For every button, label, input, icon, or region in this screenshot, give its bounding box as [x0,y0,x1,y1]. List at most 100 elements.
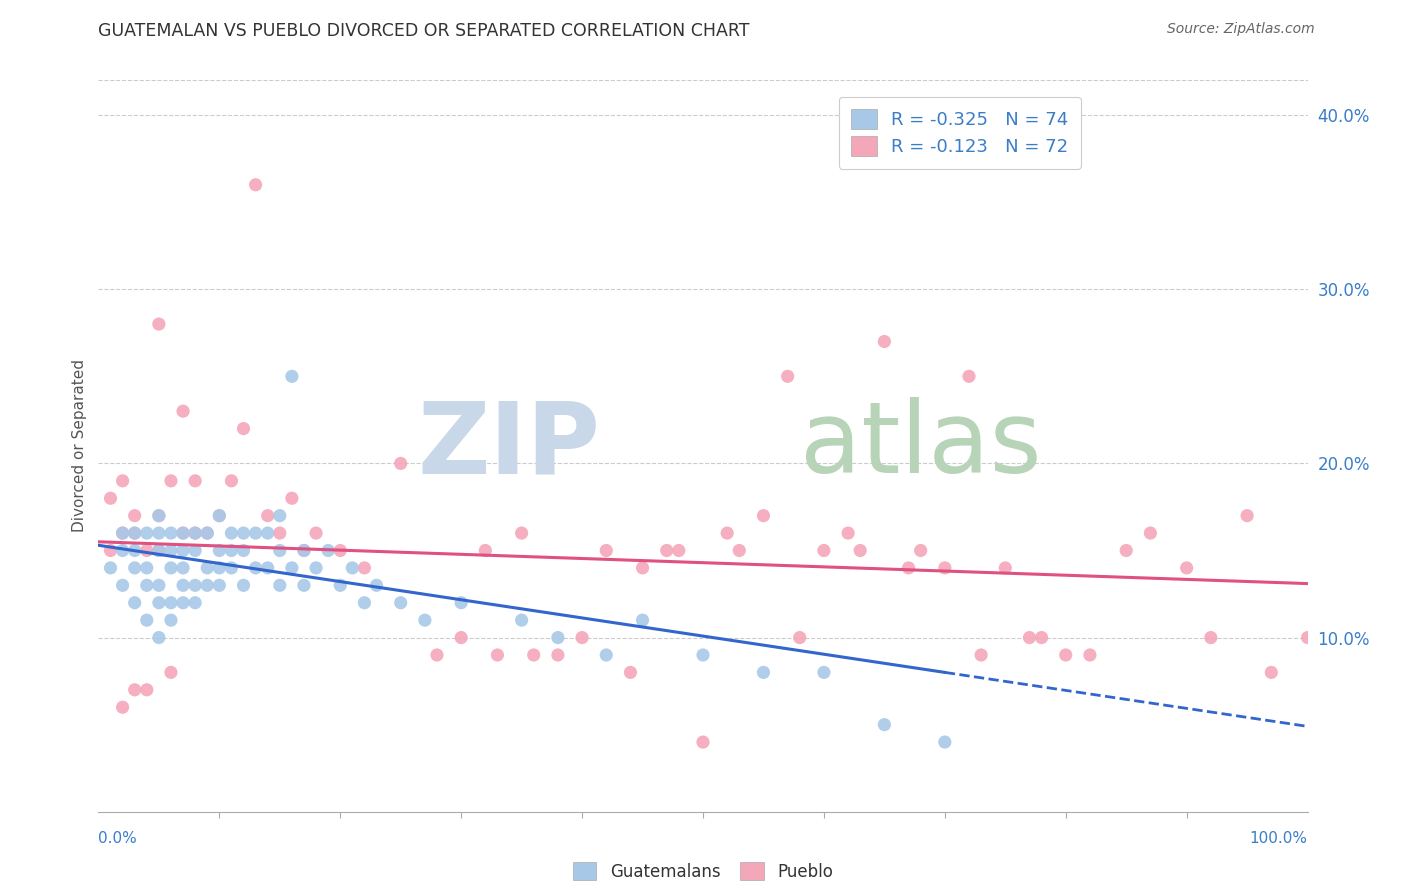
Point [450,596,472,610]
Point [221,526,243,541]
Point [245,526,267,541]
Point [184,526,207,541]
Point [135,561,157,575]
Point [124,682,146,697]
Point [160,665,183,680]
Point [100,491,122,506]
Point [172,526,194,541]
Point [934,561,956,575]
Point [728,543,751,558]
Point [910,543,932,558]
Point [305,526,328,541]
Point [631,613,654,627]
Text: 100.0%: 100.0% [1250,831,1308,846]
Point [1236,508,1258,523]
Point [160,543,183,558]
Point [692,648,714,662]
Point [124,596,146,610]
Point [221,561,243,575]
Point [269,508,291,523]
Point [631,561,654,575]
Point [148,543,170,558]
Point [342,561,364,575]
Point [849,543,872,558]
Point [1018,631,1040,645]
Point [547,648,569,662]
Point [934,735,956,749]
Point [353,596,375,610]
Point [135,613,157,627]
Point [184,578,207,592]
Point [160,474,183,488]
Point [426,648,449,662]
Point [172,596,194,610]
Point [595,648,617,662]
Point [111,543,134,558]
Point [595,543,617,558]
Point [208,508,231,523]
Point [148,596,170,610]
Point [752,508,775,523]
Point [837,526,859,541]
Point [124,508,146,523]
Point [172,578,194,592]
Point [111,700,134,714]
Point [269,578,291,592]
Point [329,543,352,558]
Point [184,474,207,488]
Point [148,543,170,558]
Point [160,526,183,541]
Text: 0.0%: 0.0% [98,831,138,846]
Point [208,561,231,575]
Point [221,474,243,488]
Y-axis label: Divorced or Separated: Divorced or Separated [72,359,87,533]
Point [172,526,194,541]
Point [305,561,328,575]
Point [813,543,835,558]
Point [221,543,243,558]
Point [172,404,194,418]
Point [135,526,157,541]
Point [160,613,183,627]
Point [195,578,218,592]
Point [148,508,170,523]
Point [1031,631,1053,645]
Point [135,578,157,592]
Point [1139,526,1161,541]
Point [389,457,412,471]
Point [692,735,714,749]
Point [111,526,134,541]
Point [752,665,775,680]
Point [413,613,436,627]
Point [232,526,254,541]
Point [195,526,218,541]
Text: Source: ZipAtlas.com: Source: ZipAtlas.com [1167,22,1315,37]
Point [619,665,641,680]
Point [813,665,835,680]
Point [232,421,254,435]
Point [124,543,146,558]
Point [148,578,170,592]
Point [135,682,157,697]
Point [111,474,134,488]
Point [292,578,315,592]
Point [148,631,170,645]
Point [148,317,170,331]
Point [269,526,291,541]
Point [195,526,218,541]
Point [256,561,278,575]
Point [124,561,146,575]
Point [523,648,546,662]
Point [208,543,231,558]
Point [256,508,278,523]
Point [668,543,690,558]
Point [100,561,122,575]
Point [1115,543,1137,558]
Point [100,543,122,558]
Point [510,613,533,627]
Point [124,526,146,541]
Point [970,648,993,662]
Point [873,717,896,731]
Point [281,491,304,506]
Point [184,543,207,558]
